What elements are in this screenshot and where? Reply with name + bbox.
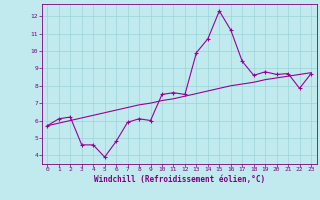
X-axis label: Windchill (Refroidissement éolien,°C): Windchill (Refroidissement éolien,°C) xyxy=(94,175,265,184)
